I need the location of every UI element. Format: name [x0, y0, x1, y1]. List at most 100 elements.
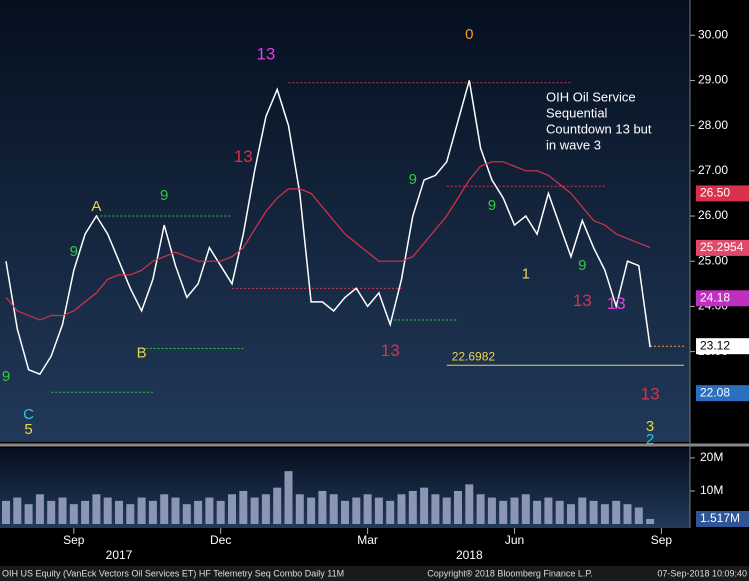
volume-bar — [47, 500, 56, 524]
volume-bar — [454, 490, 462, 524]
price-tag — [696, 290, 749, 307]
volume-bar — [284, 471, 293, 524]
series-line — [5, 161, 651, 321]
volume-bar — [386, 500, 395, 524]
y-tick-label: 30.00 — [698, 27, 728, 41]
volume-bar — [600, 504, 609, 524]
volume-bar — [420, 487, 429, 524]
volume-bar — [2, 500, 10, 524]
price-tag-label: 26.50 — [700, 186, 730, 200]
volume-bar — [499, 500, 508, 524]
volume-bar — [487, 497, 496, 524]
volume-bar — [442, 497, 451, 524]
footer-left: OIH US Equity (VanEck Vectors Oil Servic… — [2, 568, 344, 578]
volume-bar — [533, 500, 542, 524]
volume-bar — [171, 497, 180, 524]
volume-bar — [510, 497, 519, 524]
volume-bar — [58, 497, 67, 524]
volume-bar — [24, 504, 33, 524]
volume-bar — [646, 518, 655, 524]
x-tick-label: Sep — [63, 533, 85, 547]
sequential-marker: 13 — [641, 384, 660, 403]
volume-bar — [261, 494, 270, 524]
volume-tick-label: 20M — [700, 450, 723, 464]
sequential-marker: 9 — [2, 368, 10, 385]
footer-bar — [0, 566, 749, 581]
x-tick-label: Jun — [505, 533, 524, 547]
volume-tag — [696, 510, 749, 527]
volume-tick-label: 10M — [700, 483, 723, 497]
year-label: 2017 — [106, 548, 133, 562]
annotation: in wave 3 — [546, 137, 601, 152]
price-panel — [0, 0, 690, 442]
x-tick-label: Dec — [210, 533, 231, 547]
volume-bar — [476, 494, 485, 524]
volume-bar — [92, 494, 101, 524]
volume-tag-label: 1.517M — [700, 511, 740, 525]
volume-bar — [160, 494, 169, 524]
sequential-marker: 9 — [578, 257, 586, 274]
volume-bar — [612, 500, 621, 524]
price-tag — [696, 385, 749, 402]
volume-bar — [295, 494, 304, 524]
sequential-marker: 9 — [488, 197, 496, 214]
footer-center: Copyright® 2018 Bloomberg Finance L.P. — [427, 568, 593, 578]
volume-bar — [521, 494, 530, 524]
sequential-marker: 13 — [256, 45, 275, 64]
sequential-marker: 13 — [607, 294, 626, 313]
annotation: OIH Oil Service — [546, 89, 636, 104]
y-tick-label: 26.00 — [698, 208, 728, 222]
volume-bar — [35, 494, 44, 524]
volume-bar — [307, 497, 316, 524]
year-label: 2018 — [456, 548, 483, 562]
sequential-marker: 9 — [160, 187, 168, 204]
price-tag-label: 25.2954 — [700, 240, 744, 254]
volume-bar — [126, 504, 135, 524]
volume-bar — [137, 497, 146, 524]
sequential-marker: 9 — [70, 243, 78, 260]
volume-bar — [623, 504, 632, 524]
price-tag — [696, 239, 749, 256]
y-tick-label: 28.00 — [698, 118, 728, 132]
level-label: 22.6982 — [452, 349, 496, 363]
sequential-marker: B — [137, 344, 147, 361]
y-tick-label: 29.00 — [698, 73, 728, 87]
y-tick-label: 25.00 — [698, 253, 728, 267]
volume-bar — [103, 497, 112, 524]
volume-bar — [205, 497, 214, 524]
price-tag-label: 24.18 — [700, 290, 730, 304]
volume-bar — [148, 500, 157, 524]
volume-bar — [13, 497, 22, 524]
volume-bar — [250, 497, 259, 524]
volume-bar — [69, 504, 78, 524]
sequential-marker: 9 — [409, 171, 417, 188]
volume-bar — [182, 504, 191, 524]
volume-bar — [567, 504, 575, 524]
volume-bar — [341, 500, 349, 524]
volume-bar — [273, 487, 282, 524]
volume-bar — [81, 500, 90, 524]
price-tag — [696, 338, 749, 355]
volume-bar — [397, 494, 406, 524]
sequential-marker: 3 — [646, 418, 654, 435]
sequential-marker: C — [23, 406, 34, 423]
sequential-marker: 2 — [646, 431, 654, 448]
volume-bar — [408, 490, 417, 524]
volume-bar — [329, 494, 338, 524]
volume-bar — [589, 500, 598, 524]
volume-bar — [352, 497, 361, 524]
volume-bar — [216, 500, 225, 524]
volume-bar — [374, 497, 383, 524]
sequential-marker: 13 — [234, 147, 253, 166]
volume-bar — [431, 494, 440, 524]
volume-bar — [363, 494, 372, 524]
annotation: Countdown 13 but — [546, 121, 652, 136]
sequential-marker: A — [91, 198, 101, 215]
sequential-marker: 5 — [24, 421, 32, 438]
series-line — [5, 80, 651, 376]
volume-bar — [239, 490, 248, 524]
footer-right: 07-Sep-2018 10:09:40 — [657, 568, 747, 578]
volume-bar — [318, 490, 327, 524]
